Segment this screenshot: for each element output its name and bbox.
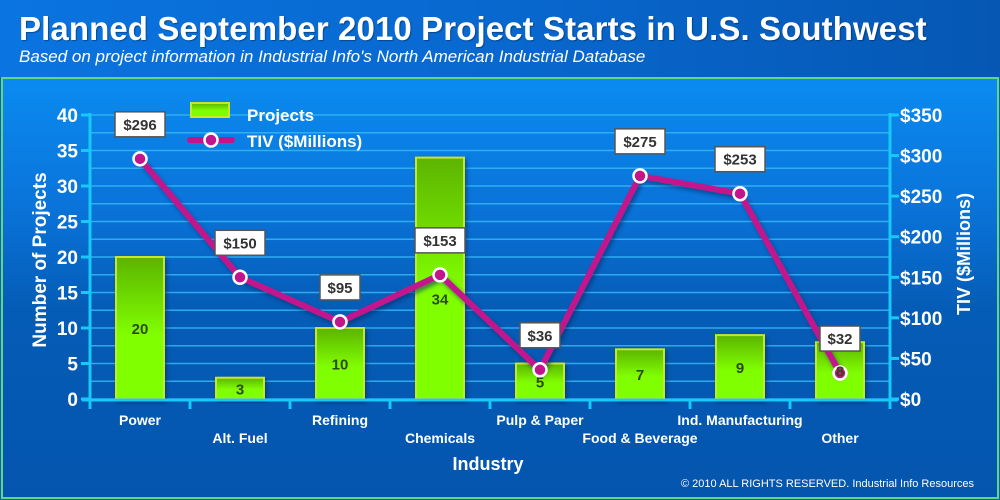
x-tick-label: Food & Beverage <box>582 430 697 446</box>
tiv-marker <box>832 365 848 381</box>
bar-6 <box>715 334 765 401</box>
bar-0 <box>115 256 165 400</box>
y2-tick-label: $300 <box>900 147 942 168</box>
data-labels: 20 3 10 34 5 7 9 8 $296 $150 $95 $153 $36 $275 $253 $32 <box>114 111 861 398</box>
y-tick-label: 30 <box>57 177 78 198</box>
y-tick-label: 20 <box>57 248 78 269</box>
x-tick-label: Power <box>119 412 162 428</box>
bar-value-label: 8 <box>836 364 844 381</box>
tiv-label-box <box>414 227 466 254</box>
bar-2 <box>315 327 365 400</box>
legend: Projects TIV ($Millions) <box>187 102 362 151</box>
gridlines <box>90 114 890 400</box>
x-tick-label: Alt. Fuel <box>212 430 267 446</box>
y-axis-title: Number of Projects <box>30 172 51 347</box>
y-tick-label: 35 <box>57 142 79 163</box>
tiv-marker <box>332 314 348 330</box>
y2-tick-label: $350 <box>900 106 942 127</box>
tiv-value-label: $153 <box>423 233 456 250</box>
legend-marker-swatch <box>203 132 219 148</box>
tiv-marker <box>432 267 448 283</box>
y2-axis-title: TIV ($Millions) <box>954 193 974 315</box>
tiv-value-label: $275 <box>623 134 656 151</box>
x-tick-label: Refining <box>312 412 368 428</box>
y-tick-label: 40 <box>57 106 78 127</box>
tiv-label-box <box>214 229 266 257</box>
y-tick-label: 10 <box>57 319 78 340</box>
tiv-value-label: $95 <box>327 280 352 297</box>
tiv-line <box>137 156 843 375</box>
axes <box>81 113 899 409</box>
tiv-label-box <box>319 274 361 301</box>
y2-tick-label: $250 <box>900 187 942 208</box>
chart-title: Planned September 2010 Project Starts in… <box>19 10 927 47</box>
x-tick-label: Chemicals <box>405 430 475 446</box>
bar-value-label: 10 <box>332 357 349 374</box>
legend-label-projects: Projects <box>247 106 314 125</box>
tiv-marker <box>532 362 548 378</box>
y2-tick-label: $100 <box>900 309 942 330</box>
tiv-value-label: $296 <box>123 117 156 134</box>
tiv-marker <box>732 185 748 202</box>
line-series-tiv <box>132 151 848 381</box>
bar-value-label: 3 <box>236 381 244 398</box>
axis-texts: 0510152025303540$0$50$100$150$200$250$30… <box>30 106 974 474</box>
bar-value-label: 20 <box>132 321 149 338</box>
tiv-label-box <box>614 128 666 155</box>
bar-value-label: 5 <box>536 374 544 391</box>
y2-tick-label: $200 <box>900 228 942 249</box>
legend-bar-swatch <box>190 102 230 118</box>
tiv-value-label: $32 <box>827 331 852 348</box>
bar-value-label: 34 <box>432 292 449 309</box>
tiv-value-label: $150 <box>223 235 256 252</box>
y-tick-label: 0 <box>67 390 78 411</box>
x-tick-label: Pulp & Paper <box>496 412 584 428</box>
chart-header: Planned September 2010 Project Starts in… <box>0 0 1000 77</box>
y2-tick-label: $50 <box>900 349 932 370</box>
tiv-marker <box>232 269 248 286</box>
y2-tick-label: $0 <box>900 390 921 411</box>
tiv-label-box <box>819 325 861 352</box>
y2-tick-label: $150 <box>900 268 942 289</box>
x-tick-label: Ind. Manufacturing <box>677 412 802 428</box>
bar-value-label: 9 <box>736 360 744 377</box>
tiv-label-box <box>519 322 561 349</box>
chart-panel <box>1 77 999 499</box>
tiv-value-label: $253 <box>723 152 756 169</box>
tiv-value-label: $36 <box>527 328 552 345</box>
x-tick-label: Other <box>821 430 859 446</box>
tiv-marker <box>632 168 648 184</box>
y-tick-label: 15 <box>57 284 79 305</box>
bar-value-label: 7 <box>636 367 644 384</box>
legend-label-tiv: TIV ($Millions) <box>247 132 362 151</box>
tiv-marker <box>132 151 148 167</box>
copyright-notice: © 2010 ALL RIGHTS RESERVED. Industrial I… <box>680 478 974 490</box>
chart-subtitle: Based on project information in Industri… <box>19 47 646 66</box>
y-tick-label: 5 <box>67 355 78 376</box>
x-axis-title: Industry <box>452 454 523 474</box>
tiv-label-box <box>714 145 766 173</box>
y-tick-label: 25 <box>57 213 79 234</box>
tiv-label-box <box>114 111 166 138</box>
